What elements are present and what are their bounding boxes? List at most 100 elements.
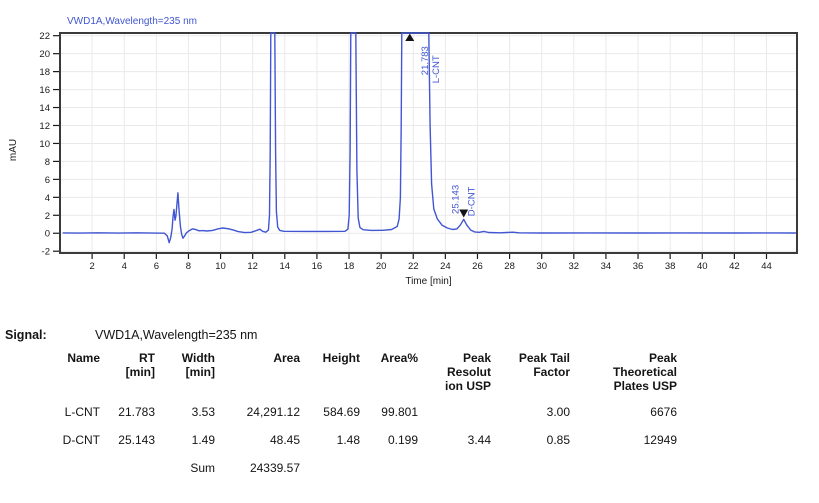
header-height: Height — [300, 351, 360, 393]
cell-L-CNT-area-percent: 99.801 — [381, 405, 418, 419]
cell-L-CNT-peak-theoretical-plates-usp: 6676 — [650, 405, 677, 419]
cell-sum-peak-tail-factor — [491, 461, 570, 489]
x-tick-label: 36 — [633, 261, 644, 272]
header-area-percent: Area% — [360, 351, 418, 393]
table-header-row: Name RT [min] Width [min] Area Height Area% Peak… — [0, 351, 677, 393]
cell-D-CNT-name: D-CNT — [62, 433, 100, 447]
x-tick-label: 2 — [89, 261, 94, 272]
header-line: [min] — [185, 365, 215, 379]
cell-L-CNT-width: 3.53 — [191, 405, 215, 419]
x-axis-label: Time [min] — [405, 276, 452, 287]
cell-D-CNT-height: 1.48 — [336, 433, 360, 447]
header-line: RT — [139, 351, 155, 365]
cell-D-CNT-width: 1.49 — [191, 433, 215, 447]
header-line: Area — [273, 351, 300, 365]
table-row-D-CNT: D-CNT 25.143 1.49 48.45 1.48 0.199 3.44 0.85 129… — [0, 433, 677, 461]
x-tick-label: 26 — [472, 261, 483, 272]
header-line: [min] — [125, 365, 155, 379]
header-width: Width [min] — [155, 351, 215, 393]
header-line: Theoretical — [612, 365, 677, 379]
cell-D-CNT-peak-resolution-usp: 3.44 — [467, 433, 491, 447]
table-row-L-CNT: L-CNT 21.783 3.53 24,291.12 584.69 99.801 3.00… — [0, 405, 677, 433]
signal-row: Signal: VWD1A,Wavelength=235 nm — [5, 328, 257, 342]
y-tick-label: -2 — [42, 247, 50, 258]
cell-sum-peak-resolution-usp — [418, 461, 491, 489]
cell-sum-peak-theoretical-plates-usp — [570, 461, 677, 489]
cell-D-CNT-peak-tail-factor: 0.85 — [546, 433, 570, 447]
cell-sum-area: 24339.57 — [249, 461, 300, 475]
header-line: Name — [67, 351, 100, 365]
x-tick-label: 38 — [665, 261, 676, 272]
cell-L-CNT-peak-resolution-usp — [418, 405, 491, 433]
cell-sum-rt — [100, 461, 155, 489]
cell-D-CNT-peak-theoretical-plates-usp: 12949 — [643, 433, 677, 447]
cell-sum-height — [300, 461, 360, 489]
x-tick-label: 14 — [280, 261, 291, 272]
x-tick-label: 20 — [376, 261, 387, 272]
x-tick-label: 32 — [569, 261, 580, 272]
x-tick-label: 40 — [697, 261, 708, 272]
y-tick-label: 18 — [39, 67, 50, 78]
y-tick-label: 22 — [39, 31, 50, 42]
header-rt: RT [min] — [100, 351, 155, 393]
header-peak-tail-factor: Peak Tail Factor — [491, 351, 570, 393]
y-tick-label: 6 — [45, 175, 50, 186]
cell-D-CNT-area-percent: 0.199 — [387, 433, 418, 447]
table-row-sum: Sum 24339.57 — [0, 461, 677, 489]
cell-D-CNT-area: 48.45 — [269, 433, 300, 447]
cell-sum-name — [0, 461, 100, 489]
y-tick-label: 0 — [45, 229, 50, 240]
header-line: Plates USP — [613, 379, 677, 393]
y-tick-label: 4 — [45, 193, 50, 204]
cell-sum-area-percent — [360, 461, 418, 489]
y-tick-label: 12 — [39, 121, 50, 132]
y-axis-label: mAU — [8, 139, 19, 161]
peak-rt-label: 21.783 — [420, 46, 431, 75]
signal-value: VWD1A,Wavelength=235 nm — [95, 328, 258, 342]
header-line: Area% — [380, 351, 418, 365]
header-line: Width — [181, 351, 215, 365]
x-tick-label: 44 — [761, 261, 772, 272]
x-tick-label: 42 — [729, 261, 740, 272]
x-tick-label: 10 — [215, 261, 226, 272]
table-body: L-CNT 21.783 3.53 24,291.12 584.69 99.801 3.00… — [0, 405, 677, 489]
x-tick-label: 8 — [186, 261, 191, 272]
x-tick-label: 16 — [312, 261, 323, 272]
header-line: Height — [322, 351, 360, 365]
peak-marker-down — [459, 209, 469, 218]
y-tick-label: 14 — [39, 103, 50, 114]
cell-L-CNT-name: L-CNT — [64, 405, 100, 419]
x-tick-label: 24 — [440, 261, 451, 272]
peak-rt-label: 25.143 — [451, 185, 462, 214]
peak-marker-up — [405, 33, 415, 41]
signal-trace — [62, 32, 797, 244]
y-tick-label: 16 — [39, 85, 50, 96]
cell-L-CNT-peak-tail-factor: 3.00 — [546, 405, 570, 419]
x-tick-label: 18 — [344, 261, 355, 272]
x-tick-label: 4 — [122, 261, 127, 272]
header-line: Peak — [462, 351, 491, 365]
x-tick-label: 28 — [504, 261, 515, 272]
header-line: Factor — [533, 365, 570, 379]
cell-sum-width: Sum — [190, 461, 215, 475]
y-tick-label: 10 — [39, 139, 50, 150]
y-tick-label: 20 — [39, 49, 50, 60]
x-tick-label: 22 — [408, 261, 419, 272]
header-name: Name — [0, 351, 100, 393]
cell-D-CNT-rt: 25.143 — [118, 433, 155, 447]
x-tick-label: 30 — [536, 261, 547, 272]
peak-results-table: Name RT [min] Width [min] Area Height Area% Peak… — [0, 351, 677, 489]
y-tick-label: 8 — [45, 157, 50, 168]
header-area: Area — [215, 351, 300, 393]
header-line: ion USP — [444, 379, 491, 393]
peak-name-label: D-CNT — [467, 186, 478, 216]
x-tick-label: 6 — [154, 261, 159, 272]
header-peak-resolution-usp: Peak Resolut ion USP — [418, 351, 491, 393]
header-line: Peak Tail — [518, 351, 570, 365]
cell-L-CNT-height: 584.69 — [323, 405, 360, 419]
chart-title: VWD1A,Wavelength=235 nm — [67, 16, 197, 27]
header-line: Peak — [648, 351, 677, 365]
x-tick-label: 12 — [247, 261, 258, 272]
